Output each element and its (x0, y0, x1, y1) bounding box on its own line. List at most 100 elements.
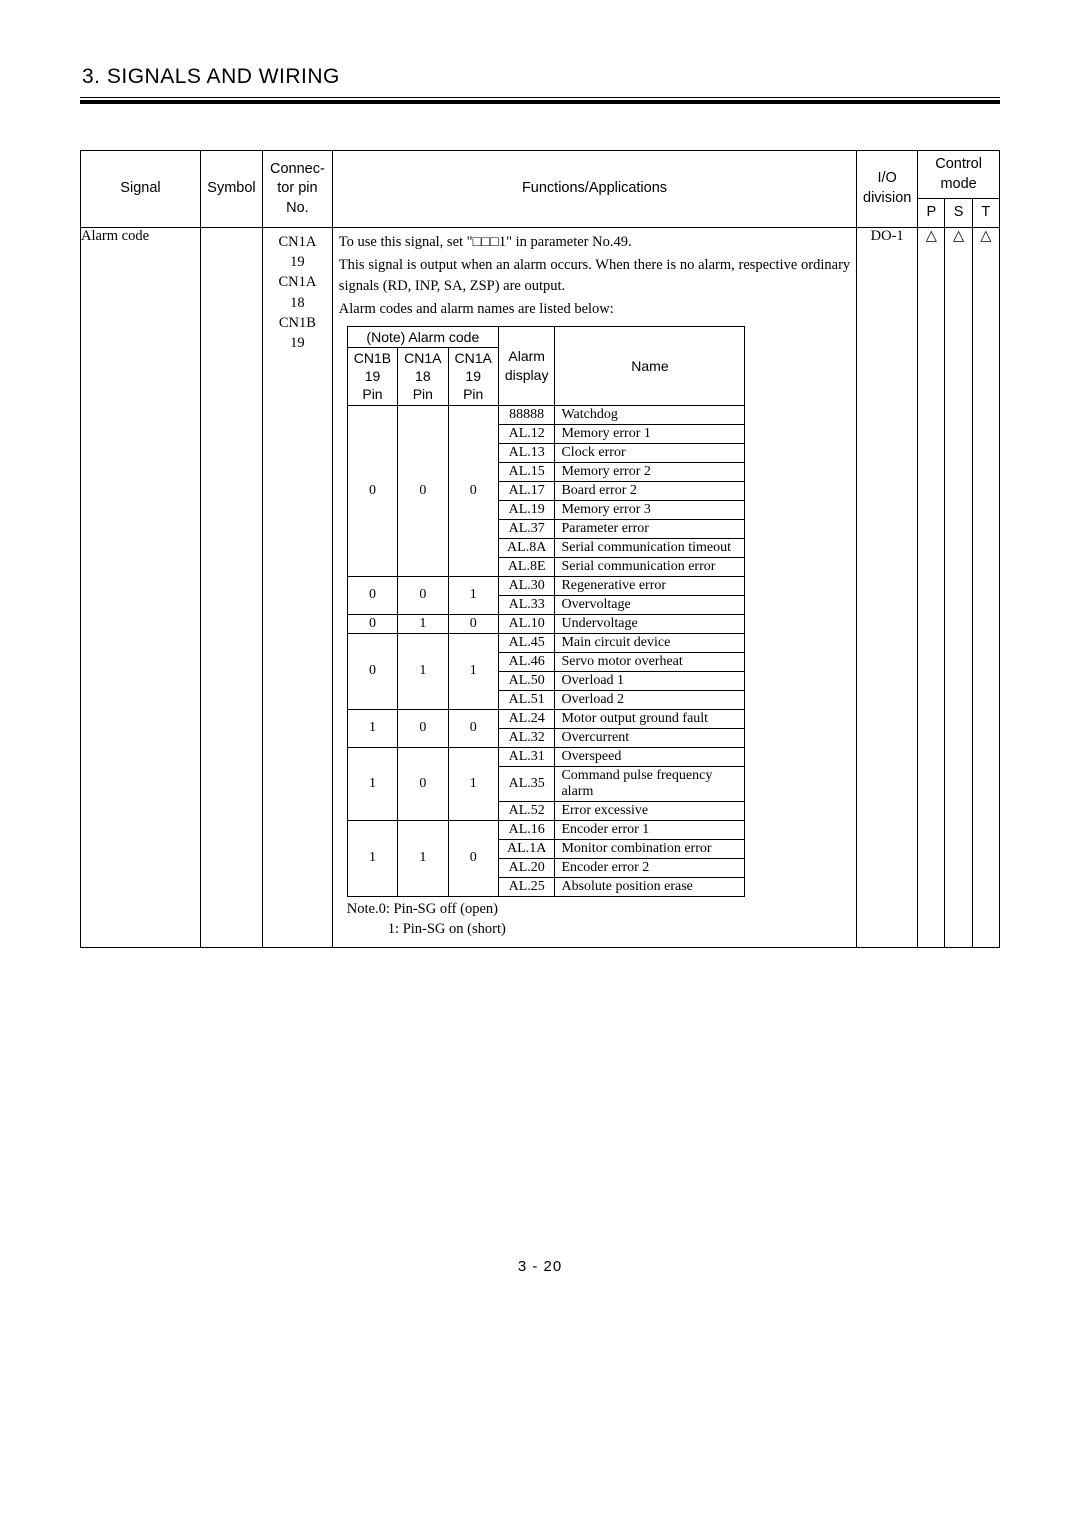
table-row: 010AL.10Undervoltage (347, 614, 745, 633)
alarm-display-cell: AL.30 (498, 576, 555, 595)
alarm-display-cell: AL.50 (498, 671, 555, 690)
th-signal: Signal (81, 151, 201, 228)
alarm-name-cell: Undervoltage (555, 614, 745, 633)
alarm-code-cell: 0 (448, 709, 498, 747)
cell-t: △ (972, 227, 999, 947)
alarm-name-cell: Overspeed (555, 747, 745, 766)
alarm-code-cell: 0 (448, 614, 498, 633)
th-p: P (918, 199, 945, 228)
alarm-code-cell: 0 (398, 576, 448, 614)
alarm-display-cell: AL.15 (498, 462, 555, 481)
alarm-code-cell: 1 (398, 614, 448, 633)
alarm-display-cell: AL.17 (498, 481, 555, 500)
alarm-name-cell: Overvoltage (555, 595, 745, 614)
alarm-name-cell: Error excessive (555, 801, 745, 820)
th-s: S (945, 199, 972, 228)
th-cn1a19: CN1A 19 Pin (448, 347, 498, 405)
alarm-display-cell: AL.35 (498, 766, 555, 801)
th-symbol: Symbol (200, 151, 262, 228)
alarm-code-cell: 0 (347, 614, 397, 633)
alarm-display-cell: AL.52 (498, 801, 555, 820)
cell-s: △ (945, 227, 972, 947)
func-line-0: To use this signal, set "□□□1" in parame… (333, 228, 856, 255)
note-text: Note.0: Pin-SG off (open) 1: Pin-SG on (… (333, 897, 856, 948)
cell-symbol (200, 227, 262, 947)
table-row: Alarm code CN1A 19 CN1A 18 CN1B 19 To us… (81, 227, 1000, 947)
alarm-display-cell: AL.13 (498, 443, 555, 462)
alarm-name-cell: Serial communication timeout (555, 538, 745, 557)
alarm-code-cell: 1 (347, 747, 397, 820)
alarm-display-cell: AL.8A (498, 538, 555, 557)
alarm-code-cell: 0 (448, 405, 498, 576)
alarm-code-cell: 0 (398, 405, 448, 576)
alarm-display-cell: AL.8E (498, 557, 555, 576)
table-row: 101AL.31Overspeed (347, 747, 745, 766)
func-line-1: This signal is output when an alarm occu… (333, 255, 856, 299)
th-cn1b19: CN1B 19 Pin (347, 347, 397, 405)
alarm-name-cell: Watchdog (555, 405, 745, 424)
th-alarm-display: Alarm display (498, 326, 555, 405)
th-connector: Connec- tor pin No. (263, 151, 333, 228)
alarm-display-cell: AL.1A (498, 839, 555, 858)
alarm-name-cell: Motor output ground fault (555, 709, 745, 728)
alarm-display-cell: AL.31 (498, 747, 555, 766)
cell-io: DO-1 (857, 227, 918, 947)
table-row: 001AL.30Regenerative error (347, 576, 745, 595)
alarm-name-cell: Memory error 3 (555, 500, 745, 519)
alarm-name-cell: Command pulse frequency alarm (555, 766, 745, 801)
alarm-name-cell: Monitor combination error (555, 839, 745, 858)
alarm-display-cell: AL.20 (498, 858, 555, 877)
alarm-display-cell: AL.32 (498, 728, 555, 747)
alarm-code-cell: 1 (448, 747, 498, 820)
page-number: 3 - 20 (80, 1258, 1000, 1275)
alarm-name-cell: Parameter error (555, 519, 745, 538)
rule-thin (80, 97, 1000, 98)
signals-table: Signal Symbol Connec- tor pin No. Functi… (80, 150, 1000, 948)
th-note-alarm-code: (Note) Alarm code (347, 326, 498, 347)
alarm-display-cell: AL.19 (498, 500, 555, 519)
cell-pins: CN1A 19 CN1A 18 CN1B 19 (263, 227, 333, 947)
th-cn1a18: CN1A 18 Pin (398, 347, 448, 405)
alarm-code-table: (Note) Alarm code Alarm display Name CN1… (347, 326, 746, 897)
table-row: 110AL.16Encoder error 1 (347, 820, 745, 839)
alarm-name-cell: Clock error (555, 443, 745, 462)
alarm-display-cell: AL.37 (498, 519, 555, 538)
alarm-name-cell: Serial communication error (555, 557, 745, 576)
alarm-name-cell: Memory error 2 (555, 462, 745, 481)
alarm-code-cell: 1 (398, 820, 448, 896)
alarm-display-cell: 88888 (498, 405, 555, 424)
alarm-display-cell: AL.12 (498, 424, 555, 443)
th-t: T (972, 199, 999, 228)
alarm-display-cell: AL.46 (498, 652, 555, 671)
alarm-name-cell: Board error 2 (555, 481, 745, 500)
func-line-2: Alarm codes and alarm names are listed b… (333, 299, 856, 322)
alarm-display-cell: AL.24 (498, 709, 555, 728)
th-functions: Functions/Applications (332, 151, 856, 228)
cell-p: △ (918, 227, 945, 947)
alarm-name-cell: Servo motor overheat (555, 652, 745, 671)
alarm-display-cell: AL.45 (498, 633, 555, 652)
page: 3. SIGNALS AND WIRING Signal Symbol Conn… (0, 0, 1080, 1275)
alarm-name-cell: Regenerative error (555, 576, 745, 595)
alarm-name-cell: Memory error 1 (555, 424, 745, 443)
alarm-code-cell: 1 (347, 820, 397, 896)
alarm-code-cell: 1 (448, 633, 498, 709)
alarm-code-cell: 0 (398, 747, 448, 820)
alarm-code-cell: 0 (347, 633, 397, 709)
th-io: I/O division (857, 151, 918, 228)
alarm-code-cell: 0 (347, 405, 397, 576)
alarm-name-cell: Absolute position erase (555, 877, 745, 896)
alarm-name-cell: Overload 1 (555, 671, 745, 690)
alarm-name-cell: Overcurrent (555, 728, 745, 747)
alarm-code-cell: 0 (448, 820, 498, 896)
alarm-name-cell: Encoder error 2 (555, 858, 745, 877)
alarm-code-cell: 0 (398, 709, 448, 747)
th-name: Name (555, 326, 745, 405)
alarm-code-cell: 0 (347, 576, 397, 614)
alarm-code-cell: 1 (347, 709, 397, 747)
alarm-code-cell: 1 (398, 633, 448, 709)
section-title: 3. SIGNALS AND WIRING (82, 65, 1000, 89)
alarm-display-cell: AL.10 (498, 614, 555, 633)
alarm-display-cell: AL.25 (498, 877, 555, 896)
alarm-display-cell: AL.16 (498, 820, 555, 839)
